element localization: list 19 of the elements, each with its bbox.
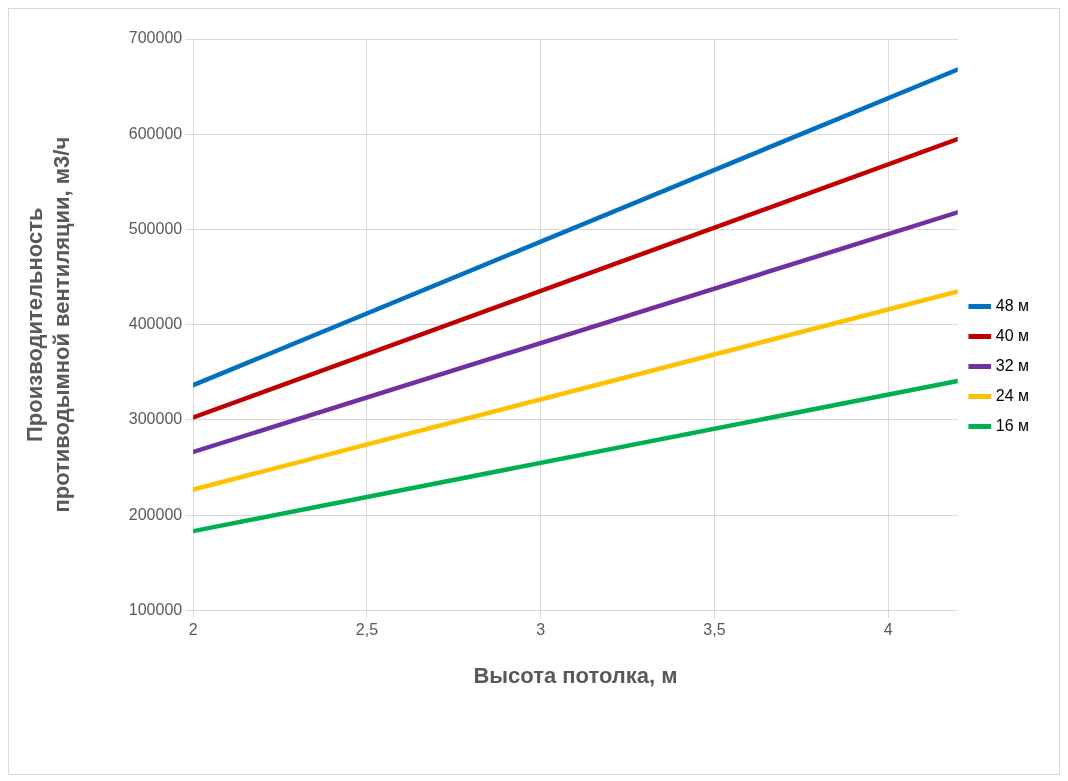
- y-tick-label: 300000: [128, 410, 183, 428]
- y-tick-label: 200000: [128, 505, 183, 523]
- y-tick-label: 100000: [128, 600, 183, 618]
- y-tick-label: 600000: [128, 124, 183, 142]
- x-tick-label: 2,5: [355, 621, 379, 639]
- legend-label: 48 м: [995, 296, 1030, 314]
- y-tick-label: 500000: [128, 219, 183, 237]
- x-tick-label: 4: [883, 621, 893, 639]
- legend-label: 32 м: [995, 356, 1030, 374]
- x-tick-label: 2: [188, 621, 198, 639]
- legend-label: 24 м: [995, 386, 1030, 404]
- y-axis-title: Производительность противодымной вентиляции, м3/ч: [22, 136, 74, 513]
- legend-label: 40 м: [995, 326, 1030, 344]
- x-axis-title: Высота потолка, м: [473, 662, 678, 688]
- x-tick-label: 3,5: [703, 621, 726, 639]
- y-tick-label: 400000: [128, 315, 183, 333]
- legend-label: 16 м: [995, 416, 1030, 434]
- x-tick-label: 3: [536, 621, 546, 639]
- y-tick-label: 700000: [128, 29, 183, 47]
